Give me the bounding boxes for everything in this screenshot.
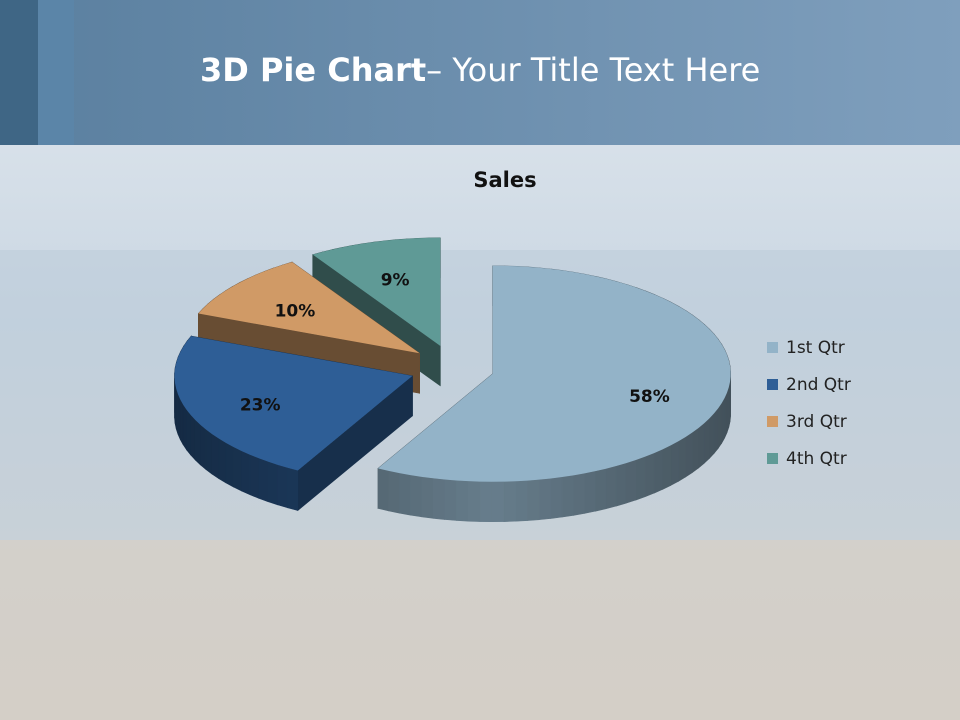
data-label: 58% <box>629 387 670 407</box>
slice-wall <box>190 414 196 461</box>
slice-wall <box>503 480 516 522</box>
slide-title: 3D Pie Chart– Your Title Text Here <box>200 51 760 89</box>
legend-swatch <box>767 342 778 353</box>
header-bar <box>0 0 960 145</box>
slice-wall <box>205 428 213 475</box>
slice-wall <box>225 442 234 488</box>
slice-wall <box>179 399 184 445</box>
slice-wall <box>410 474 422 518</box>
slice-wall <box>479 481 493 523</box>
slice-wall <box>277 464 288 509</box>
legend-label: 4th Qtr <box>786 449 847 469</box>
legend-label: 3rd Qtr <box>786 412 847 432</box>
pie-slice <box>174 336 413 471</box>
slice-wall <box>241 450 251 496</box>
legend-label: 1st Qtr <box>786 338 845 358</box>
slice-wall <box>491 481 505 523</box>
slice-wall <box>177 394 181 440</box>
slice-wall <box>721 396 725 445</box>
pie-slice <box>198 262 420 354</box>
slice-wall <box>550 476 563 519</box>
slice-wall <box>432 477 445 520</box>
slice-wall <box>267 461 278 506</box>
slice-wall <box>724 392 728 439</box>
slice-wall <box>233 446 242 492</box>
slice-wall <box>678 436 686 482</box>
data-label: 23% <box>240 396 281 416</box>
slice-wall <box>200 424 207 471</box>
slice-wall <box>561 474 574 518</box>
slice-wall <box>653 448 663 494</box>
slice-wall <box>605 465 617 510</box>
title-bold: 3D Pie Chart <box>200 51 426 89</box>
slice-wall <box>287 467 299 511</box>
slice-wall <box>527 479 540 521</box>
slice-wall <box>703 417 710 464</box>
legend-swatch <box>767 416 778 427</box>
slice-wall <box>399 472 411 516</box>
slice-wall <box>692 427 699 474</box>
slice-wall <box>186 409 191 456</box>
slice-wall <box>444 479 457 521</box>
slice-wall <box>467 480 481 522</box>
legend-swatch <box>767 379 778 390</box>
slice-wall <box>698 422 705 469</box>
slice-wall <box>218 438 227 484</box>
pier <box>0 540 960 720</box>
slice-wall <box>625 459 637 504</box>
legend-swatch <box>767 453 778 464</box>
pie-slice <box>312 237 441 346</box>
slice-wall <box>713 407 719 455</box>
slice-wall <box>456 480 469 522</box>
slice-wall <box>662 444 672 490</box>
slice-wall <box>515 480 528 522</box>
slice-wall <box>717 402 722 450</box>
header-accent <box>0 0 38 145</box>
slice-wall <box>194 419 201 466</box>
chart-title: Sales <box>473 168 536 192</box>
slice-wall <box>595 468 607 512</box>
slice-wall <box>388 470 400 514</box>
header-accent <box>38 0 74 145</box>
slice-wall <box>421 476 434 519</box>
slice-wall <box>670 440 679 486</box>
slice-wall <box>685 431 693 478</box>
slice-wall <box>377 468 389 512</box>
data-label: 10% <box>275 301 316 321</box>
slice-wall <box>709 412 715 460</box>
slice-wall <box>182 403 187 451</box>
slice-wall <box>258 457 269 503</box>
slice-wall <box>644 452 655 498</box>
data-label: 9% <box>381 270 410 290</box>
slice-wall <box>249 454 260 499</box>
pie-slice <box>378 265 731 482</box>
slice-wall <box>573 473 585 516</box>
title-rest: – Your Title Text Here <box>426 51 760 89</box>
slice-wall <box>538 478 551 521</box>
slice-wall <box>635 456 646 501</box>
slice-wall <box>584 470 596 514</box>
legend-label: 2nd Qtr <box>786 375 851 395</box>
slice-wall <box>211 433 220 480</box>
slice-wall <box>615 462 627 507</box>
